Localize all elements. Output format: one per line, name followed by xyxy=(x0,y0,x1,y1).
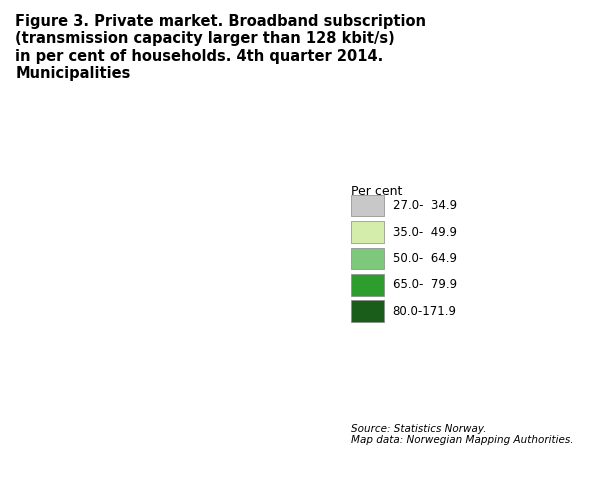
Text: 65.0-  79.9: 65.0- 79.9 xyxy=(393,278,457,291)
Text: 35.0-  49.9: 35.0- 49.9 xyxy=(393,225,456,239)
FancyBboxPatch shape xyxy=(351,300,384,322)
Text: Per cent: Per cent xyxy=(351,185,402,199)
Text: 27.0-  34.9: 27.0- 34.9 xyxy=(393,199,457,212)
Text: Figure 3. Private market. Broadband subscription
(transmission capacity larger t: Figure 3. Private market. Broadband subs… xyxy=(15,14,426,81)
FancyBboxPatch shape xyxy=(351,195,384,216)
Text: Source: Statistics Norway.
Map data: Norwegian Mapping Authorities.: Source: Statistics Norway. Map data: Nor… xyxy=(351,424,573,446)
FancyBboxPatch shape xyxy=(351,221,384,243)
Text: 80.0-171.9: 80.0-171.9 xyxy=(393,305,456,318)
Text: 50.0-  64.9: 50.0- 64.9 xyxy=(393,252,456,265)
FancyBboxPatch shape xyxy=(351,274,384,296)
FancyBboxPatch shape xyxy=(351,247,384,269)
